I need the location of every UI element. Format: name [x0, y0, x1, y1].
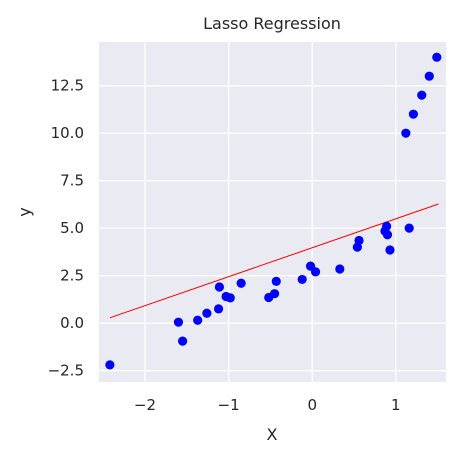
- data-point: [432, 52, 442, 62]
- data-point: [382, 221, 392, 231]
- data-point: [417, 90, 427, 100]
- y-tick-label: 7.5: [60, 172, 84, 190]
- data-point: [385, 245, 395, 255]
- x-axis-label: X: [267, 425, 278, 444]
- data-point: [297, 274, 307, 285]
- grid-lines: [99, 42, 446, 382]
- x-tick-label: −2: [134, 396, 156, 414]
- plot-area: [99, 42, 446, 382]
- data-point: [401, 128, 411, 138]
- data-point: [335, 264, 345, 274]
- data-point: [213, 304, 224, 314]
- y-tick-label: −2.5: [48, 362, 84, 380]
- data-point: [354, 235, 364, 246]
- scatter-points: [105, 52, 442, 370]
- data-point: [236, 278, 246, 288]
- y-axis-label: y: [15, 207, 34, 216]
- data-point: [382, 230, 393, 240]
- y-tick-label: 12.5: [51, 77, 84, 95]
- x-tick-label: 1: [391, 396, 401, 414]
- data-point: [193, 315, 203, 325]
- data-point: [178, 336, 188, 346]
- data-point: [105, 360, 115, 370]
- data-point: [404, 223, 414, 233]
- chart-title: Lasso Regression: [203, 14, 341, 33]
- data-point: [225, 293, 235, 303]
- data-point: [202, 308, 212, 318]
- data-point: [214, 282, 225, 292]
- y-tick-label: 10.0: [51, 124, 84, 142]
- x-tick-label: −1: [218, 396, 240, 414]
- data-point: [310, 267, 321, 277]
- data-point: [424, 71, 434, 81]
- x-axis-ticks: −2 −1 0 1: [134, 396, 401, 414]
- data-point: [271, 276, 281, 286]
- x-tick-label: 0: [307, 396, 317, 414]
- data-point: [269, 289, 280, 299]
- data-point: [408, 109, 418, 119]
- data-point: [173, 317, 184, 327]
- y-tick-label: 0.0: [60, 314, 84, 332]
- y-tick-label: 5.0: [60, 219, 84, 237]
- y-axis-ticks: −2.5 0.0 2.5 5.0 7.5 10.0 12.5: [48, 77, 84, 380]
- y-tick-label: 2.5: [60, 267, 84, 285]
